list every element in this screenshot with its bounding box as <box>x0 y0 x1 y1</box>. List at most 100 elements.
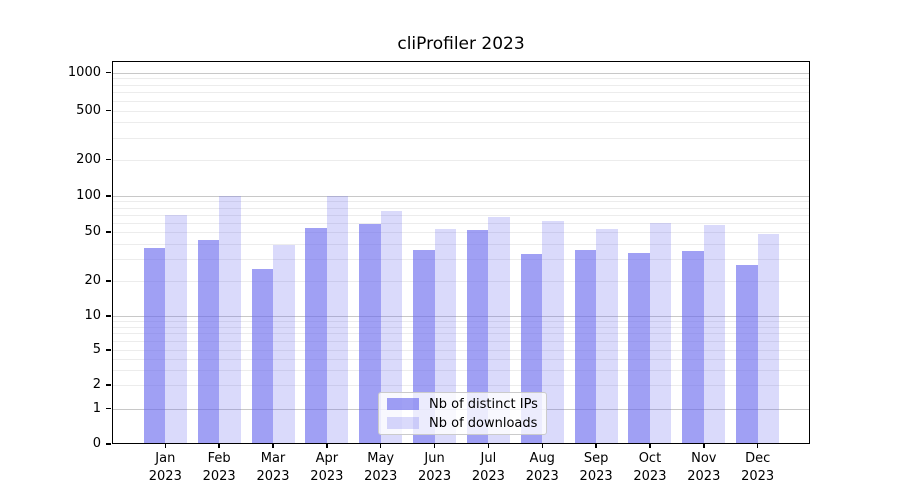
y-tick-2 <box>106 384 111 386</box>
legend-label-downloads: Nb of downloads <box>429 415 538 431</box>
y-tick-label-5: 5 <box>92 342 101 357</box>
gridline-minor-8 <box>112 326 810 328</box>
x-tick-apr <box>326 444 328 448</box>
y-tick-label-10: 10 <box>84 308 101 323</box>
bar-distinct-ips-apr <box>305 228 327 444</box>
gridline-minor-400 <box>112 122 810 124</box>
bar-downloads-apr <box>326 196 349 444</box>
gridline-minor-900 <box>112 78 810 80</box>
x-tick-jan <box>164 444 167 448</box>
gridline-minor-40 <box>112 243 810 245</box>
gridline-major-10 <box>112 316 810 317</box>
gridline-major-100 <box>112 196 810 197</box>
plot-area <box>112 61 810 444</box>
y-tick-label-50: 50 <box>84 224 101 239</box>
bar-downloads-jan <box>165 214 187 444</box>
gridline-minor-70 <box>112 214 810 216</box>
x-tick-label-mar: Mar 2023 <box>256 451 290 484</box>
legend-swatch-distinct-ips <box>387 397 419 411</box>
y-tick-500 <box>106 109 111 112</box>
chart-title: cliProfiler 2023 <box>397 34 525 54</box>
y-tick-10 <box>106 315 111 317</box>
x-tick-dec <box>756 444 759 448</box>
x-tick-may <box>379 444 382 448</box>
gridline-minor-4 <box>112 358 810 360</box>
y-tick-label-500: 500 <box>76 102 101 118</box>
gridline-minor-50 <box>112 232 810 233</box>
legend-item-downloads: Nb of downloads <box>379 415 546 431</box>
legend: Nb of distinct IPs Nb of downloads <box>378 392 547 435</box>
x-tick-mar <box>272 444 274 448</box>
y-tick-20 <box>106 280 111 282</box>
bar-downloads-mar <box>273 245 295 444</box>
y-tick-0 <box>106 443 111 445</box>
bar-distinct-ips-mar <box>251 269 273 444</box>
y-tick-5 <box>106 349 111 351</box>
gridline-major-1000 <box>112 72 810 74</box>
bar-downloads-nov <box>703 225 726 444</box>
bar-distinct-ips-may <box>359 224 381 444</box>
x-tick-oct <box>649 444 651 448</box>
legend-label-distinct-ips: Nb of distinct IPs <box>429 396 538 412</box>
x-tick-feb <box>218 444 220 448</box>
gridline-minor-5 <box>112 350 810 351</box>
gridline-minor-20 <box>112 281 810 282</box>
x-tick-label-feb: Feb 2023 <box>202 451 236 484</box>
bar-downloads-aug <box>542 220 564 444</box>
gridline-minor-30 <box>112 259 810 261</box>
x-tick-jul <box>487 444 490 448</box>
y-tick-label-200: 200 <box>76 151 101 167</box>
y-tick-50 <box>106 231 111 233</box>
y-tick-label-1: 1 <box>92 400 101 416</box>
x-tick-label-nov: Nov 2023 <box>687 451 721 484</box>
gridline-minor-500 <box>112 110 810 112</box>
gridline-minor-60 <box>112 222 810 224</box>
bar-downloads-sep <box>596 228 618 444</box>
bar-downloads-jul <box>488 216 510 444</box>
y-tick-label-1000: 1000 <box>67 64 101 80</box>
bar-distinct-ips-oct <box>628 252 650 444</box>
x-tick-label-sep: Sep 2023 <box>579 451 613 484</box>
bar-distinct-ips-sep <box>574 249 597 444</box>
gridline-minor-700 <box>112 92 810 94</box>
gridline-minor-6 <box>112 341 810 343</box>
legend-swatch-downloads <box>387 416 419 430</box>
x-tick-label-aug: Aug 2023 <box>525 451 559 484</box>
bar-downloads-oct <box>649 222 672 444</box>
x-tick-label-dec: Dec 2023 <box>741 451 775 484</box>
y-tick-label-2: 2 <box>92 377 101 392</box>
gridline-minor-80 <box>112 207 810 209</box>
bar-distinct-ips-jul <box>466 229 489 444</box>
gridline-minor-200 <box>112 159 810 161</box>
bar-downloads-dec <box>757 234 780 444</box>
bar-downloads-jun <box>434 228 457 444</box>
bar-distinct-ips-dec <box>736 264 758 444</box>
x-tick-label-jul: Jul 2023 <box>471 451 505 484</box>
gridline-minor-600 <box>112 100 810 102</box>
legend-item-distinct-ips: Nb of distinct IPs <box>379 396 546 412</box>
bar-distinct-ips-jan <box>143 248 166 444</box>
y-tick-1 <box>106 407 111 410</box>
x-tick-label-apr: Apr 2023 <box>310 451 344 484</box>
x-tick-nov <box>703 444 705 448</box>
bar-downloads-may <box>380 210 403 444</box>
bar-downloads-feb <box>219 196 241 444</box>
y-tick-label-20: 20 <box>84 273 101 288</box>
x-tick-label-jun: Jun 2023 <box>418 451 452 484</box>
y-tick-label-100: 100 <box>76 188 101 203</box>
gridline-minor-7 <box>112 333 810 335</box>
x-tick-jun <box>433 444 436 448</box>
bar-distinct-ips-feb <box>197 240 220 444</box>
bar-distinct-ips-nov <box>682 251 704 444</box>
x-tick-aug <box>541 444 543 448</box>
gridline-minor-3 <box>112 369 810 371</box>
x-tick-label-oct: Oct 2023 <box>633 451 667 484</box>
x-tick-label-jan: Jan 2023 <box>148 451 182 484</box>
gridline-minor-300 <box>112 137 810 139</box>
y-tick-100 <box>106 195 111 197</box>
y-tick-label-0: 0 <box>92 436 101 451</box>
gridline-minor-800 <box>112 84 810 86</box>
y-tick-1000 <box>106 71 111 74</box>
y-tick-200 <box>106 158 111 161</box>
